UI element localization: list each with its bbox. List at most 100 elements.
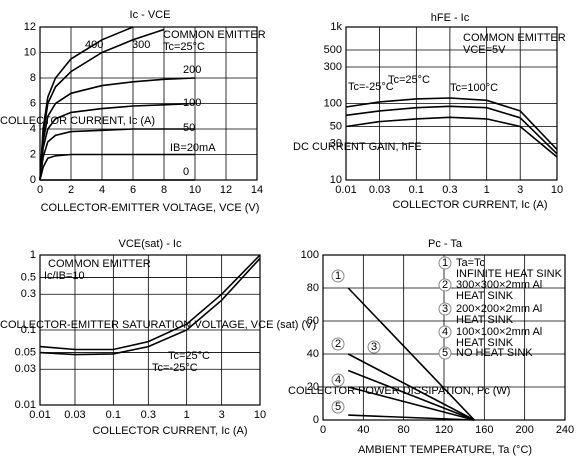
y-tick-label: 40 [307,348,319,360]
x-tick-label: 2 [68,184,74,196]
series-line [39,128,195,181]
y-tick-label: 1 [30,249,36,261]
y-tick-label: 12 [24,21,36,33]
series-line [347,353,475,421]
series-label: 100 [183,97,201,109]
number-badge [367,340,381,354]
annotation: Tc=25°C [163,41,205,53]
x-axis-label: COLLECTOR CURRENT, Ic (A) [392,199,547,211]
x-tick-label: 0 [320,424,326,436]
y-tick-label: 1k [330,21,342,33]
x-tick-label: 10 [189,184,201,196]
annotation: NO HEAT SINK [456,347,533,359]
annotation: 200×200×2mm Al [456,303,542,315]
annotation: HEAT SINK [456,337,514,349]
series-label: Tc=25°C [168,350,210,362]
series-label: 200 [183,64,201,76]
x-axis-label: COLLECTOR CURRENT, Ic (A) [92,425,247,437]
legend-badge [438,278,452,292]
series-label: 1 [335,270,341,282]
number-badge [331,337,345,351]
x-tick-label: 14 [251,184,263,196]
y-tick-label: 0.5 [21,271,36,283]
number-badge [331,373,345,387]
legend-badge [438,325,452,339]
annotation: INFINITE HEAT SINK [456,268,563,280]
series-line [39,28,165,181]
series-label: Tc=100°C [450,82,498,94]
y-tick-label: 60 [307,315,319,327]
y-tick-label: 4 [30,123,36,135]
y-tick-label: 0.03 [15,363,36,375]
series-line [345,105,558,155]
y-tick-label: 300 [324,61,342,73]
x-tick-label: 3 [219,409,225,421]
y-tick-label: 100 [324,97,342,109]
series-label: Tc=25°C [388,74,430,86]
annotation: HEAT SINK [456,290,514,302]
x-tick-label: 240 [556,424,574,436]
y-tick-label: 80 [307,282,319,294]
x-tick-label: 10 [254,409,266,421]
series-label: IB=20mA [170,142,216,154]
legend-number: 2 [442,279,448,291]
y-tick-label: 0.05 [15,346,36,358]
series-line [345,97,558,151]
x-tick-label: 10 [551,184,563,196]
y-tick-label: 0 [313,414,319,426]
x-tick-label: 0.1 [409,184,424,196]
y-tick-label: 30 [330,137,342,149]
x-tick-label: 0.01 [29,409,50,421]
series-line [39,26,134,181]
series-label: 3 [371,341,377,353]
chart-title: hFE - Ic [431,12,470,24]
x-tick-label: 8 [161,184,167,196]
series-label: 50 [183,122,195,134]
series-label: 5 [335,401,341,413]
legend-number: 5 [442,347,448,359]
legend-number: 1 [442,257,448,269]
y-tick-label: 500 [324,44,342,56]
series-label: 2 [335,338,341,350]
legend-badge [438,256,452,270]
x-tick-label: 80 [398,424,410,436]
x-tick-label: 0.3 [442,184,457,196]
series-line [39,77,196,181]
series-line [39,102,196,181]
y-tick-label: 10 [24,46,36,58]
x-tick-label: 0.01 [335,184,356,196]
series-line [347,386,475,421]
legend-badge [438,302,452,316]
x-tick-label: 1 [184,409,190,421]
x-tick-label: 120 [435,424,453,436]
x-tick-label: 40 [357,424,369,436]
legend-number: 3 [442,303,448,315]
series-label: 0 [183,166,189,178]
annotation: COMMON EMITTER [163,29,266,41]
x-tick-label: 6 [130,184,136,196]
x-tick-label: 0.3 [141,409,156,421]
annotation: 300×300×2mm Al [456,279,542,291]
y-tick-label: 2 [30,148,36,160]
y-tick-label: 0.3 [21,288,36,300]
annotation: COMMON EMITTER [463,32,566,44]
x-tick-label: 160 [475,424,493,436]
legend-badge [438,346,452,360]
series-line [345,116,558,158]
series-label: 300 [132,39,150,51]
x-tick-label: 0.03 [369,184,390,196]
series-label: Tc=-25°C [152,362,198,374]
series-line [39,257,261,356]
series-line [347,287,475,421]
x-tick-label: 1 [484,184,490,196]
chart-title: Ic - VCE [130,9,171,21]
x-tick-label: 3 [517,184,523,196]
series-line [39,254,261,351]
y-axis-label: COLLECTOR CURRENT, Ic (A) [0,115,155,127]
y-tick-label: 8 [30,72,36,84]
x-tick-label: 0 [37,184,43,196]
y-axis-label: COLLECTOR-EMITTER SATURATION VOLTAGE, VC… [0,319,316,331]
annotation: HEAT SINK [456,314,514,326]
annotation: COMMON EMITTER [48,258,151,270]
